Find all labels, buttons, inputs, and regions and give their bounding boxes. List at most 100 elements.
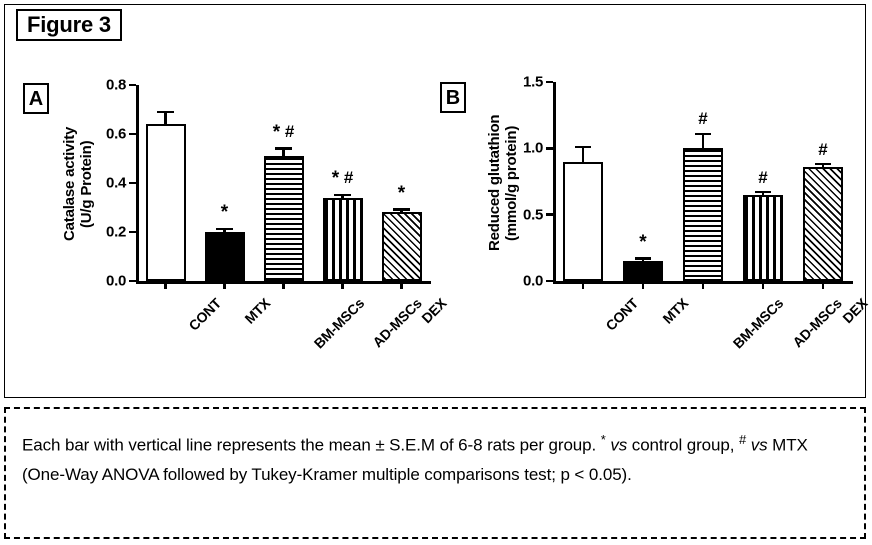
caption-hash-mark: #	[738, 432, 747, 447]
significance-mark-a-bm-mscs: * #	[272, 121, 295, 143]
error-bar-a-cont	[164, 113, 167, 125]
caption-vs-2: vs	[750, 435, 768, 455]
y-tick-b-3	[546, 80, 553, 84]
y-tick-label-a-4: 0.8	[106, 76, 126, 94]
error-bar-b-ad-mscs	[761, 193, 765, 195]
x-axis-label-b-cont: CONT	[602, 295, 642, 334]
bar-b-dex	[803, 166, 843, 281]
y-axis-label-b: Reduced glutathion (mmol/g protein)	[486, 80, 521, 286]
y-tick-a-3	[129, 132, 136, 136]
x-axis-label-a-ad-mscs: AD-MSCs	[368, 295, 425, 351]
y-axis-label-b-line2: (mmol/g protein)	[502, 125, 520, 241]
y-tick-label-b-2: 1.0	[523, 139, 543, 157]
significance-mark-b-ad-mscs: #	[758, 167, 768, 187]
significance-mark-a-dex: *	[397, 183, 406, 205]
bar-b-cont	[563, 161, 603, 281]
bar-b-bm-mscs	[683, 148, 723, 281]
y-axis-label-a: Catalase activity (U/g Protein)	[61, 86, 96, 282]
x-tick-a-1	[223, 281, 226, 289]
chart-panel-b: Reduced glutathion (mmol/g protein) 0.0 0…	[485, 0, 871, 352]
x-axis-label-b-bm-mscs: BM-MSCs	[729, 295, 787, 352]
y-tick-a-1	[129, 230, 136, 234]
bar-a-dex	[381, 212, 422, 281]
caption-text: Each bar with vertical line represents t…	[22, 429, 848, 490]
x-tick-b-2	[701, 281, 705, 289]
x-axis-label-b-mtx: MTX	[659, 295, 692, 327]
significance-mark-b-bm-mscs: #	[698, 109, 708, 129]
bar-a-ad-mscs	[322, 197, 363, 281]
bar-a-cont	[145, 124, 186, 281]
x-tick-b-0	[581, 281, 585, 289]
y-tick-b-1	[546, 213, 553, 216]
y-tick-label-b-0: 0.0	[523, 272, 543, 290]
caption-vs-1: vs	[610, 435, 628, 455]
error-cap-a-ad-mscs	[334, 193, 351, 197]
error-bar-a-dex	[400, 210, 403, 213]
error-bar-a-ad-mscs	[341, 196, 344, 198]
error-bar-a-mtx	[223, 230, 226, 232]
caption-part5: MTX (One-Way ANOVA followed by Tukey-Kra…	[22, 435, 808, 485]
error-cap-b-cont	[574, 145, 592, 149]
x-tick-a-3	[341, 281, 344, 289]
error-cap-b-dex	[814, 162, 832, 166]
y-tick-label-a-3: 0.6	[106, 125, 126, 143]
y-tick-a-0	[129, 279, 136, 283]
error-cap-a-bm-mscs	[275, 147, 292, 150]
y-axis-label-a-line1: Catalase activity	[61, 126, 78, 242]
panel-label-b-text: B	[445, 86, 461, 109]
bar-b-mtx	[623, 261, 663, 281]
error-bar-a-bm-mscs	[282, 149, 285, 157]
x-axis-label-a-mtx: MTX	[240, 295, 273, 327]
y-tick-a-2	[129, 181, 136, 185]
x-axis-label-b-dex: DEX	[839, 295, 871, 327]
panel-label-a-text: A	[28, 87, 44, 110]
caption-part1: Each bar with vertical line represents t…	[22, 435, 601, 455]
x-tick-a-2	[282, 281, 285, 289]
panel-label-a: A	[23, 83, 49, 114]
error-cap-a-dex	[393, 208, 410, 211]
caption-part3: control group,	[627, 435, 739, 455]
y-axis-a	[136, 85, 139, 281]
x-tick-b-4	[821, 281, 825, 289]
error-cap-a-cont	[157, 110, 174, 114]
error-bar-b-dex	[821, 165, 825, 167]
bar-b-ad-mscs	[743, 194, 783, 281]
caption-star-mark: *	[600, 432, 606, 447]
y-tick-a-4	[129, 83, 136, 87]
x-tick-b-1	[641, 281, 645, 289]
y-axis-b	[553, 82, 556, 281]
error-cap-a-mtx	[216, 227, 233, 231]
plot-area-b: 0.0 0.5 1.0 1.5 CONT * MTX # BM-MSCs # AD-MSCs # DEX	[523, 74, 870, 352]
x-axis-label-b-ad-mscs: AD-MSCs	[789, 295, 845, 351]
y-tick-b-2	[546, 147, 553, 150]
figure-title: Figure 3	[27, 12, 111, 37]
y-axis-label-a-line2: (U/g Protein)	[77, 140, 95, 228]
x-tick-a-4	[400, 281, 403, 289]
bar-a-mtx	[204, 232, 245, 281]
error-bar-b-cont	[581, 148, 585, 162]
y-tick-label-b-1: 0.5	[523, 206, 543, 224]
error-bar-b-bm-mscs	[701, 135, 705, 149]
y-tick-b-0	[546, 279, 553, 283]
x-tick-a-0	[164, 281, 167, 289]
error-cap-b-ad-mscs	[754, 190, 772, 194]
error-cap-b-bm-mscs	[694, 132, 712, 136]
significance-mark-b-dex: #	[818, 139, 828, 159]
panel-label-b: B	[440, 82, 466, 113]
plot-area-a: 0.0 0.2 0.4 0.6 0.8 CONT * MTX * # BM-MSCs * # AD-M…	[106, 77, 449, 352]
significance-mark-a-ad-mscs: * #	[331, 168, 354, 190]
x-axis-label-a-bm-mscs: BM-MSCs	[310, 295, 367, 352]
x-axis-label-a-dex: DEX	[417, 295, 450, 327]
y-tick-label-a-0: 0.0	[106, 272, 126, 290]
y-tick-label-b-3: 1.5	[523, 73, 543, 91]
error-bar-b-mtx	[641, 259, 645, 262]
error-cap-b-mtx	[634, 257, 652, 260]
significance-mark-b-mtx: *	[639, 231, 647, 253]
x-tick-b-3	[761, 281, 765, 289]
y-tick-label-a-1: 0.2	[106, 223, 126, 241]
x-axis-label-a-cont: CONT	[184, 295, 224, 334]
y-axis-label-b-line1: Reduced glutathion	[486, 114, 503, 252]
bar-a-bm-mscs	[263, 156, 304, 281]
figure-title-box: Figure 3	[16, 9, 122, 42]
